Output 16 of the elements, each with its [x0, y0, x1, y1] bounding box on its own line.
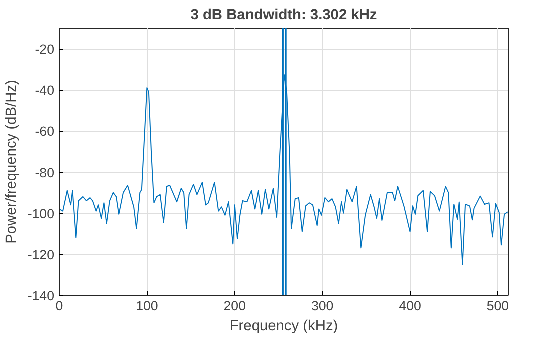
- x-axis-title: Frequency (kHz): [230, 318, 338, 334]
- y-axis-title: Power/frequency (dB/Hz): [4, 80, 20, 244]
- y-tick-label: -80: [35, 165, 54, 180]
- x-tick-label: 100: [136, 298, 158, 314]
- x-tick-label: 400: [399, 298, 422, 314]
- chart-title: 3 dB Bandwidth: 3.302 kHz: [190, 8, 378, 24]
- y-tick-label: -140: [28, 288, 55, 304]
- y-tick-label: -120: [28, 247, 55, 262]
- x-tick-label: 0: [56, 298, 64, 314]
- y-tick-label: -20: [35, 42, 54, 58]
- y-tick-label: -60: [35, 124, 54, 140]
- x-tick-label: 200: [224, 298, 246, 314]
- y-tick-label: -40: [35, 83, 54, 98]
- x-tick-label: 300: [311, 298, 334, 314]
- y-tick-label: -100: [28, 206, 55, 222]
- x-tick-label: 500: [486, 298, 510, 314]
